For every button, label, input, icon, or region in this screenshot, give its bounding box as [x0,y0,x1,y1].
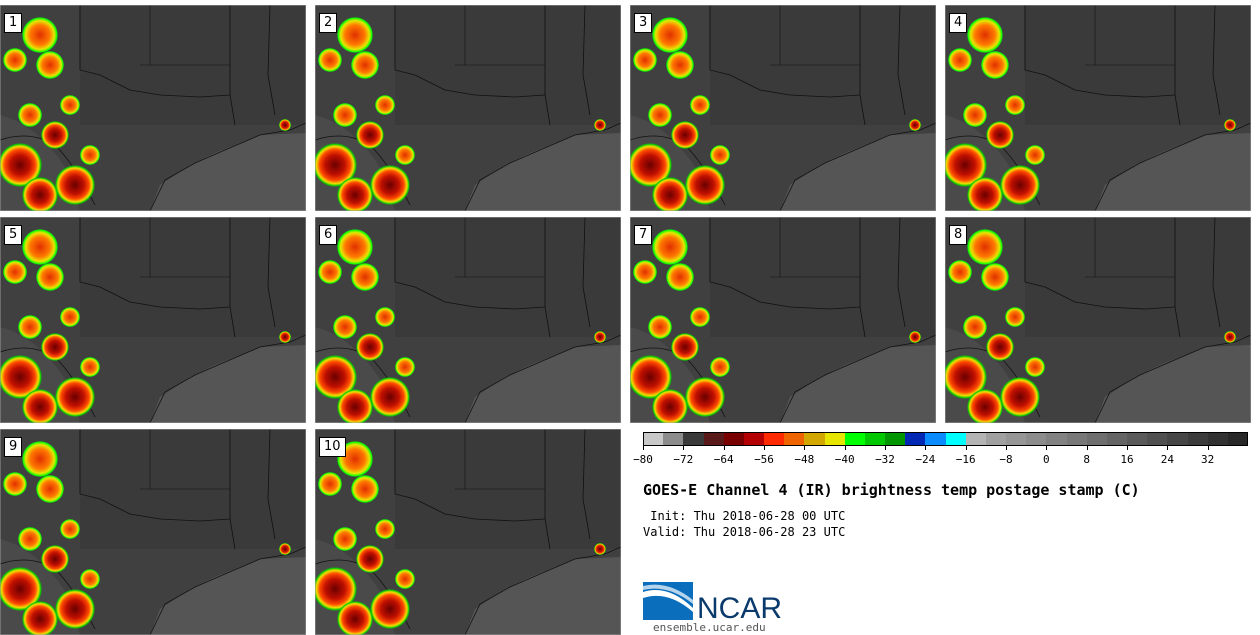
colorbar-segment [824,432,845,446]
stamp-panel: 7 [630,217,936,423]
colorbar-tick [925,446,927,450]
colorbar-tick [804,446,806,450]
colorbar-tick-label: −48 [794,453,815,466]
colorbar-tick-label: −72 [673,453,694,466]
member-label: 1 [4,13,23,33]
colorbar-segment [643,432,664,446]
figure-title: GOES-E Channel 4 (IR) brightness temp po… [643,481,1140,499]
colorbar-tick-label: 8 [1083,453,1090,466]
stamp-panel: 5 [0,217,306,423]
colorbar-tick [885,446,886,450]
colorbar-segment [804,432,825,446]
colorbar [643,432,1249,446]
colorbar-segment [905,432,926,446]
colorbar-tick [723,446,725,450]
colorbar-tick-label: 16 [1120,453,1134,466]
colorbar-tick [844,446,846,450]
colorbar-tick-label: −40 [834,453,855,466]
colorbar-segment [703,432,724,446]
stamp-panel: 8 [945,217,1251,423]
colorbar-segment [1147,432,1168,446]
colorbar-tick [1207,446,1209,450]
stamp-panel: 6 [315,217,621,423]
colorbar-tick-label: −64 [713,453,734,466]
colorbar-tick-label: −16 [955,453,976,466]
member-label: 6 [319,225,338,245]
colorbar-segment [1046,432,1067,446]
colorbar-segment [683,432,704,446]
stamp-panel: 9 [0,429,306,635]
colorbar-tick-label: −32 [875,453,895,466]
colorbar-tick-label: 0 [1043,453,1050,466]
member-label: 8 [949,225,968,245]
colorbar-segment [1086,432,1107,446]
colorbar-segment [1026,432,1047,446]
member-label: 2 [319,13,338,33]
colorbar-tick [965,446,967,450]
colorbar-segment [743,432,765,446]
colorbar-tick [1006,446,1007,450]
colorbar-tick [643,446,644,450]
colorbar-tick [1086,446,1088,450]
stamp-panel: 1 [0,5,306,211]
stamp-panel: 4 [945,5,1251,211]
colorbar-segment [925,432,946,446]
colorbar-segment [1066,432,1087,446]
colorbar-segment [1187,432,1208,446]
member-label: 9 [4,437,23,457]
colorbar-segment [1006,432,1027,446]
ncar-url[interactable]: ensemble.ucar.edu [653,621,766,634]
member-label: 10 [319,437,346,457]
colorbar-segment [885,432,906,446]
colorbar-tick [1167,446,1169,450]
stamp-panel: 3 [630,5,936,211]
colorbar-tick-label: 32 [1201,453,1215,466]
colorbar-segment [723,432,744,446]
colorbar-segment [1167,432,1188,446]
colorbar-segment [965,432,986,446]
colorbar-tick [1046,446,1048,450]
colorbar-ticks: −80 −72 −64 −56 −48 −40 −32 −24 −16 −8 0 8 16 24 32 [633,446,1248,468]
member-label: 7 [634,225,653,245]
colorbar-tick-label: −8 [999,453,1013,466]
colorbar-segment [1207,432,1228,446]
colorbar-segment [1227,432,1249,446]
colorbar-tick-label: −80 [633,453,653,466]
colorbar-segment [1106,432,1128,446]
colorbar-tick [683,446,685,450]
colorbar-segment [663,432,684,446]
colorbar-segment [1127,432,1148,446]
colorbar-tick-label: −24 [915,453,936,466]
ncar-logo-icon: NCAR [643,582,782,620]
colorbar-tick-label: −56 [754,453,774,466]
stamp-panel: 2 [315,5,621,211]
colorbar-segment [844,432,865,446]
colorbar-tick [1127,446,1128,450]
colorbar-segment [864,432,886,446]
colorbar-segment [985,432,1007,446]
colorbar-segment [784,432,805,446]
colorbar-segment [945,432,966,446]
init-time: Init: Thu 2018-06-28 00 UTC [643,509,846,523]
colorbar-tick [764,446,765,450]
colorbar-segment [764,432,785,446]
member-label: 5 [4,225,23,245]
colorbar-tick-label: 24 [1160,453,1174,466]
member-label: 4 [949,13,968,33]
logo-text: NCAR [697,592,782,620]
member-label: 3 [634,13,653,33]
stamp-panel: 10 [315,429,621,635]
valid-time: Valid: Thu 2018-06-28 23 UTC [643,525,846,539]
